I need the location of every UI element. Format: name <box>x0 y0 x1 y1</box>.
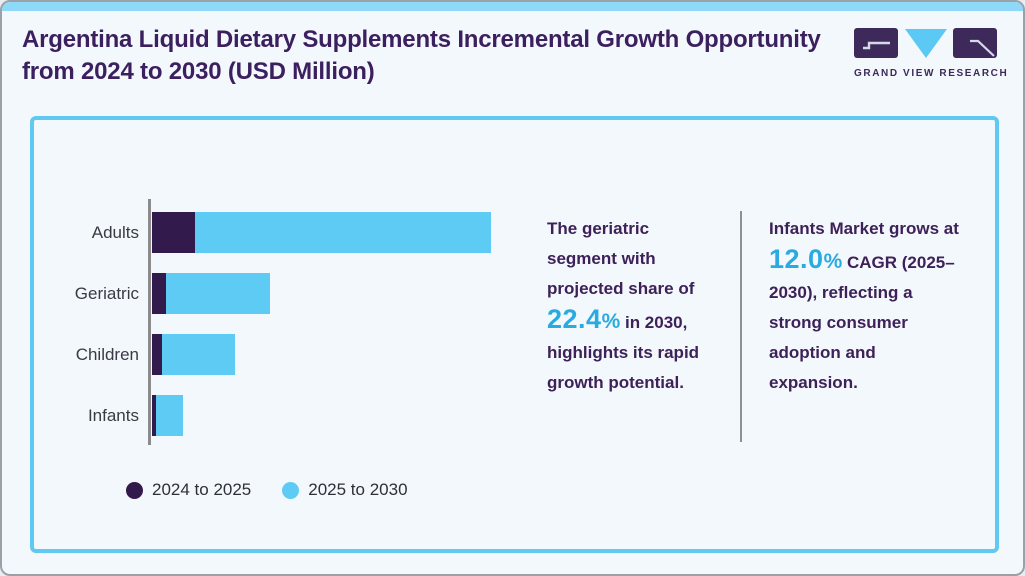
category-label: Adults <box>91 223 139 242</box>
chart-legend: 2024 to 2025 2025 to 2030 <box>126 480 408 500</box>
chart-row: Children <box>34 334 491 375</box>
bar-segment <box>156 395 183 436</box>
annotation-highlight-value: 12.0 <box>769 244 824 274</box>
annotation-text: Infants Market grows at <box>769 219 959 238</box>
bar-segment <box>162 334 235 375</box>
legend-label: 2024 to 2025 <box>152 480 252 499</box>
annotation-text: in 2030, highlights its rapid growth pot… <box>547 313 700 392</box>
chart-panel: Adults Geriatric Children Infants 2024 to 2… <box>30 116 999 553</box>
category-label: Geriatric <box>74 284 139 303</box>
bar-segment <box>195 212 491 253</box>
legend-dot-dark <box>126 481 143 499</box>
legend-label: 2025 to 2030 <box>308 480 408 499</box>
annotation-highlight-unit: % <box>601 310 621 333</box>
annotation-text: The geriatric segment with projected sha… <box>547 219 695 298</box>
legend-item-2025-2030: 2025 to 2030 <box>282 480 408 500</box>
y-axis-line <box>148 199 151 445</box>
stacked-bar <box>152 212 491 253</box>
chart-row: Infants <box>34 395 491 436</box>
bar-chart: Adults Geriatric Children Infants <box>34 212 491 456</box>
chart-row: Adults <box>34 212 491 253</box>
gvr-logo: GRAND VIEW RESEARCH <box>854 28 1009 79</box>
bar-segment <box>166 273 270 314</box>
stacked-bar <box>152 334 235 375</box>
annotation-text: CAGR (2025–2030), reflecting a strong co… <box>769 253 955 392</box>
annotation-infants: Infants Market grows at 12.0% CAGR (2025… <box>769 214 964 398</box>
bar-segment <box>152 212 195 253</box>
legend-item-2024-2025: 2024 to 2025 <box>126 480 251 500</box>
chart-row: Geriatric <box>34 273 491 314</box>
category-label: Infants <box>87 406 139 425</box>
bar-segment <box>152 273 166 314</box>
gvr-logo-icon <box>854 28 997 58</box>
legend-dot-blue <box>282 481 300 499</box>
brand-name: GRAND VIEW RESEARCH <box>854 68 1009 79</box>
category-label: Children <box>75 345 139 364</box>
stacked-bar <box>152 395 183 436</box>
page-title: Argentina Liquid Dietary Supplements Inc… <box>22 26 821 85</box>
annotation-highlight-unit: % <box>823 250 843 273</box>
bar-segment <box>152 395 156 436</box>
annotation-geriatric: The geriatric segment with projected sha… <box>547 214 719 398</box>
vertical-divider <box>740 211 742 442</box>
bar-segment <box>152 334 162 375</box>
stacked-bar <box>152 273 270 314</box>
top-accent-strip <box>2 2 1023 11</box>
annotation-highlight-value: 22.4 <box>547 304 602 334</box>
